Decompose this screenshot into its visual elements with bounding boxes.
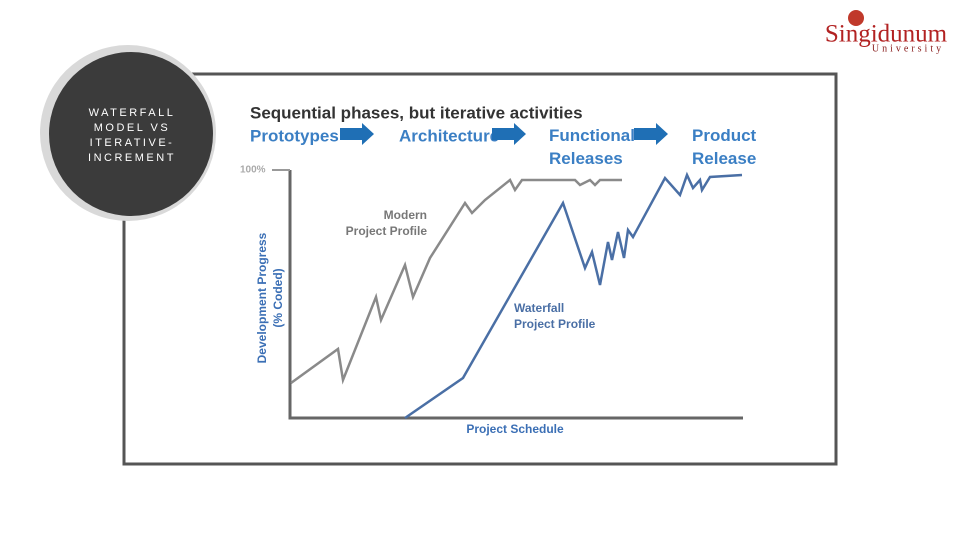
phase: Product Release [692,126,757,168]
waterfall-curve [404,171,743,420]
phase-line: Release [692,149,756,168]
logo-name: Singidunum [825,21,948,48]
modern-curve [290,178,622,385]
arrow [634,123,668,145]
slide-title: WATERFALL MODEL VS ITERATIVE-INCREMENT [88,107,176,164]
phase: Architecture [399,126,499,145]
curve-label: Waterfall [514,301,564,315]
y-axis-label: Development Progress [255,232,269,363]
title-box: WATERFALL MODEL VS ITERATIVE-INCREMENT [88,107,176,164]
phase: Prototypes [250,126,339,145]
arrow [340,123,374,145]
title-circle [49,52,213,216]
y-axis-label: (% Coded) [271,268,285,327]
logo-sub: University [872,43,944,54]
phase-line: Product [692,126,757,145]
axes [288,170,743,420]
figure-frame [122,72,838,466]
x-axis-label: Project Schedule [466,422,564,436]
arrow [492,123,526,145]
phase-line: Releases [549,149,623,168]
phase-line: Functional [549,126,635,145]
curve-label: Modern [384,208,427,222]
y-top-label: 100% [240,165,266,176]
figure-heading: Sequential phases, but iterative activit… [250,103,583,122]
curve-label: Project Profile [514,317,596,331]
logo-emblem [848,10,864,26]
curve-label: Project Profile [346,224,428,238]
phase: Functional Releases [549,126,635,168]
phase-arrows [340,123,668,145]
